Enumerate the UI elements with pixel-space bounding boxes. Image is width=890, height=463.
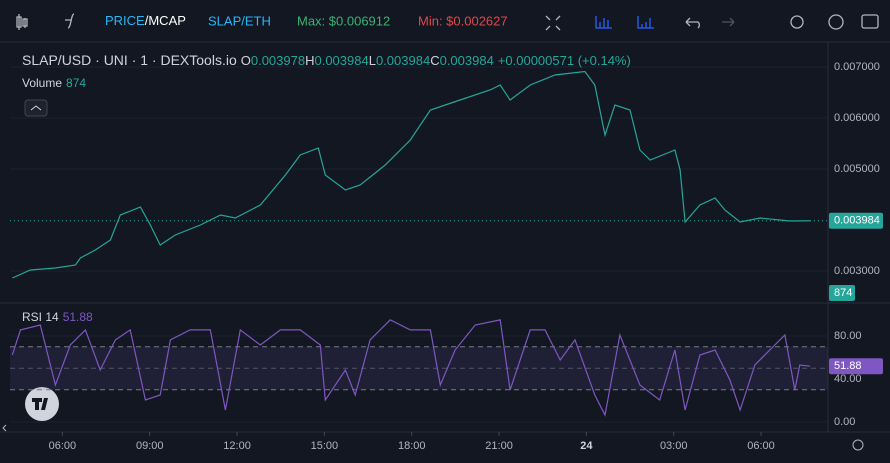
ohlc-value: 0.003984 xyxy=(439,52,494,68)
mcap-toggle[interactable]: /MCAP xyxy=(145,13,186,28)
x-tick-label: 15:00 xyxy=(311,440,339,452)
ohlc-key: O xyxy=(240,52,251,68)
x-tick-label: 21:00 xyxy=(485,440,513,452)
last-value-label: 0.003984 xyxy=(834,215,880,227)
ohlc-key: C xyxy=(430,52,440,68)
pair-toggle[interactable]: SLAP/ETH xyxy=(208,13,271,28)
rsi-legend: RSI 14 51.88 xyxy=(22,310,93,324)
y-tick-label: 0.007000 xyxy=(834,61,880,73)
redo-icon[interactable] xyxy=(722,17,735,27)
last-value-box xyxy=(829,212,883,229)
min-price: Min: $0.002627 xyxy=(418,13,508,28)
rsi-value: 51.88 xyxy=(62,310,93,324)
y-tick-label: 40.00 xyxy=(834,373,862,385)
settings-button[interactable] xyxy=(852,439,864,451)
y-tick-label: 0.005000 xyxy=(834,163,880,175)
toolbar-icons xyxy=(16,13,879,31)
x-tick-label: 18:00 xyxy=(398,440,426,452)
y-tick-label: 0.00 xyxy=(834,416,855,428)
tv-logo-mark xyxy=(32,398,48,410)
tv-logo[interactable] xyxy=(25,387,59,421)
ohlc-value: 0.003984 xyxy=(314,52,369,68)
x-tick-label: 12:00 xyxy=(223,440,251,452)
camera-icon[interactable] xyxy=(861,14,879,29)
y-tick-label: 0.003000 xyxy=(834,265,880,277)
undo-icon[interactable] xyxy=(685,17,700,29)
collapse-icon xyxy=(30,105,42,111)
y-tick-label: 80.00 xyxy=(834,330,862,342)
scroll-left[interactable] xyxy=(2,424,7,432)
volume-title: Volume xyxy=(22,76,63,90)
x-tick-label: 24 xyxy=(580,440,593,452)
rsi-title: RSI 14 xyxy=(22,310,59,324)
fullscreen-icon[interactable] xyxy=(545,15,561,31)
collapse-button[interactable] xyxy=(24,99,48,117)
volume-legend: Volume 874 xyxy=(22,76,86,90)
volume-box xyxy=(829,285,855,301)
price-legend: SLAP/USD · UNI · 1 · DEXTools.io O0.0039… xyxy=(22,52,631,68)
price-line xyxy=(11,319,811,417)
candle-icon[interactable] xyxy=(16,14,28,30)
settings-icon[interactable] xyxy=(828,14,844,30)
ohlc-key: H xyxy=(305,52,315,68)
price-mcap[interactable]: PRICE/MCAP xyxy=(105,13,186,28)
last-value-label: 51.88 xyxy=(834,360,862,372)
last-value-box xyxy=(829,358,883,375)
x-tick-label: 09:00 xyxy=(136,440,164,452)
symbol-title: SLAP/USD · UNI · 1 · DEXTools.io xyxy=(22,52,237,68)
x-tick-label: 06:00 xyxy=(747,440,775,452)
x-tick-label: 03:00 xyxy=(660,440,688,452)
ohlc-key: L xyxy=(368,52,376,68)
ohlc: O0.003978H0.003984L0.003984C0.003984 xyxy=(241,53,494,68)
x-tick-label: 06:00 xyxy=(49,440,77,452)
max-price: Max: $0.006912 xyxy=(297,13,390,28)
price-toggle[interactable]: PRICE xyxy=(105,13,145,28)
change: +0.00000571 (+0.14%) xyxy=(497,52,631,68)
ohlc-value: 0.003978 xyxy=(250,52,306,68)
y-tick-label: 0.006000 xyxy=(834,112,880,124)
zoom-icon[interactable] xyxy=(790,15,804,29)
fx-icon[interactable] xyxy=(65,13,75,29)
price-line xyxy=(12,70,811,279)
line-icon[interactable] xyxy=(637,16,654,29)
volume-axis-label: 874 xyxy=(834,287,852,299)
ohlc-value: 0.003984 xyxy=(375,52,431,68)
bars-icon[interactable] xyxy=(595,16,612,29)
volume-value: 874 xyxy=(66,76,87,90)
